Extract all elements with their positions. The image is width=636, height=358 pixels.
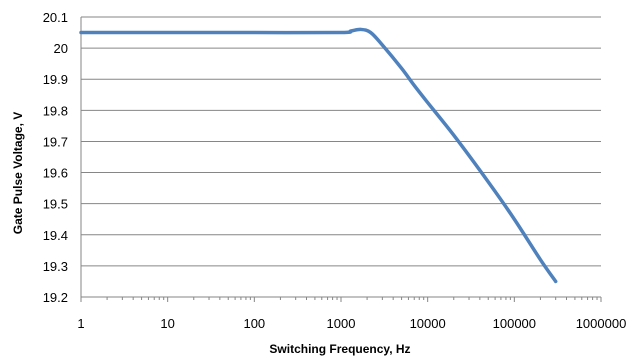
y-tick-label: 19.6 xyxy=(43,166,68,181)
gridlines xyxy=(81,16,601,298)
x-tick-label: 10 xyxy=(160,316,174,331)
y-tick-labels: 19.2 19.3 19.4 19.5 19.6 19.7 19.8 19.9 20 20.1 xyxy=(43,10,68,305)
x-tick-label: 1000000 xyxy=(576,316,627,331)
x-axis-title: Switching Frequency, Hz xyxy=(269,342,410,356)
y-axis-title: Gate Pulse Voltage, V xyxy=(11,112,25,234)
y-tick-label: 20 xyxy=(54,41,68,56)
y-tick-label: 20.1 xyxy=(43,10,68,25)
x-tick-label: 1000 xyxy=(327,316,356,331)
series-line xyxy=(79,27,558,284)
y-tick-label: 19.8 xyxy=(43,103,68,118)
x-tick-label: 100000 xyxy=(493,316,536,331)
x-tick-label: 10000 xyxy=(410,316,446,331)
y-tick-label: 19.9 xyxy=(43,72,68,87)
x-tick-label: 100 xyxy=(243,316,265,331)
y-tick-label: 19.4 xyxy=(43,228,68,243)
y-tick-label: 19.2 xyxy=(43,290,68,305)
x-tick-label: 1 xyxy=(77,316,84,331)
y-tick-label: 19.5 xyxy=(43,197,68,212)
series-layer xyxy=(79,27,558,284)
y-tick-label: 19.7 xyxy=(43,134,68,149)
y-tick-label: 19.3 xyxy=(43,259,68,274)
x-tick-labels: 1 10 100 1000 10000 100000 1000000 xyxy=(77,316,626,331)
x-axis-minor-ticks xyxy=(80,297,602,302)
